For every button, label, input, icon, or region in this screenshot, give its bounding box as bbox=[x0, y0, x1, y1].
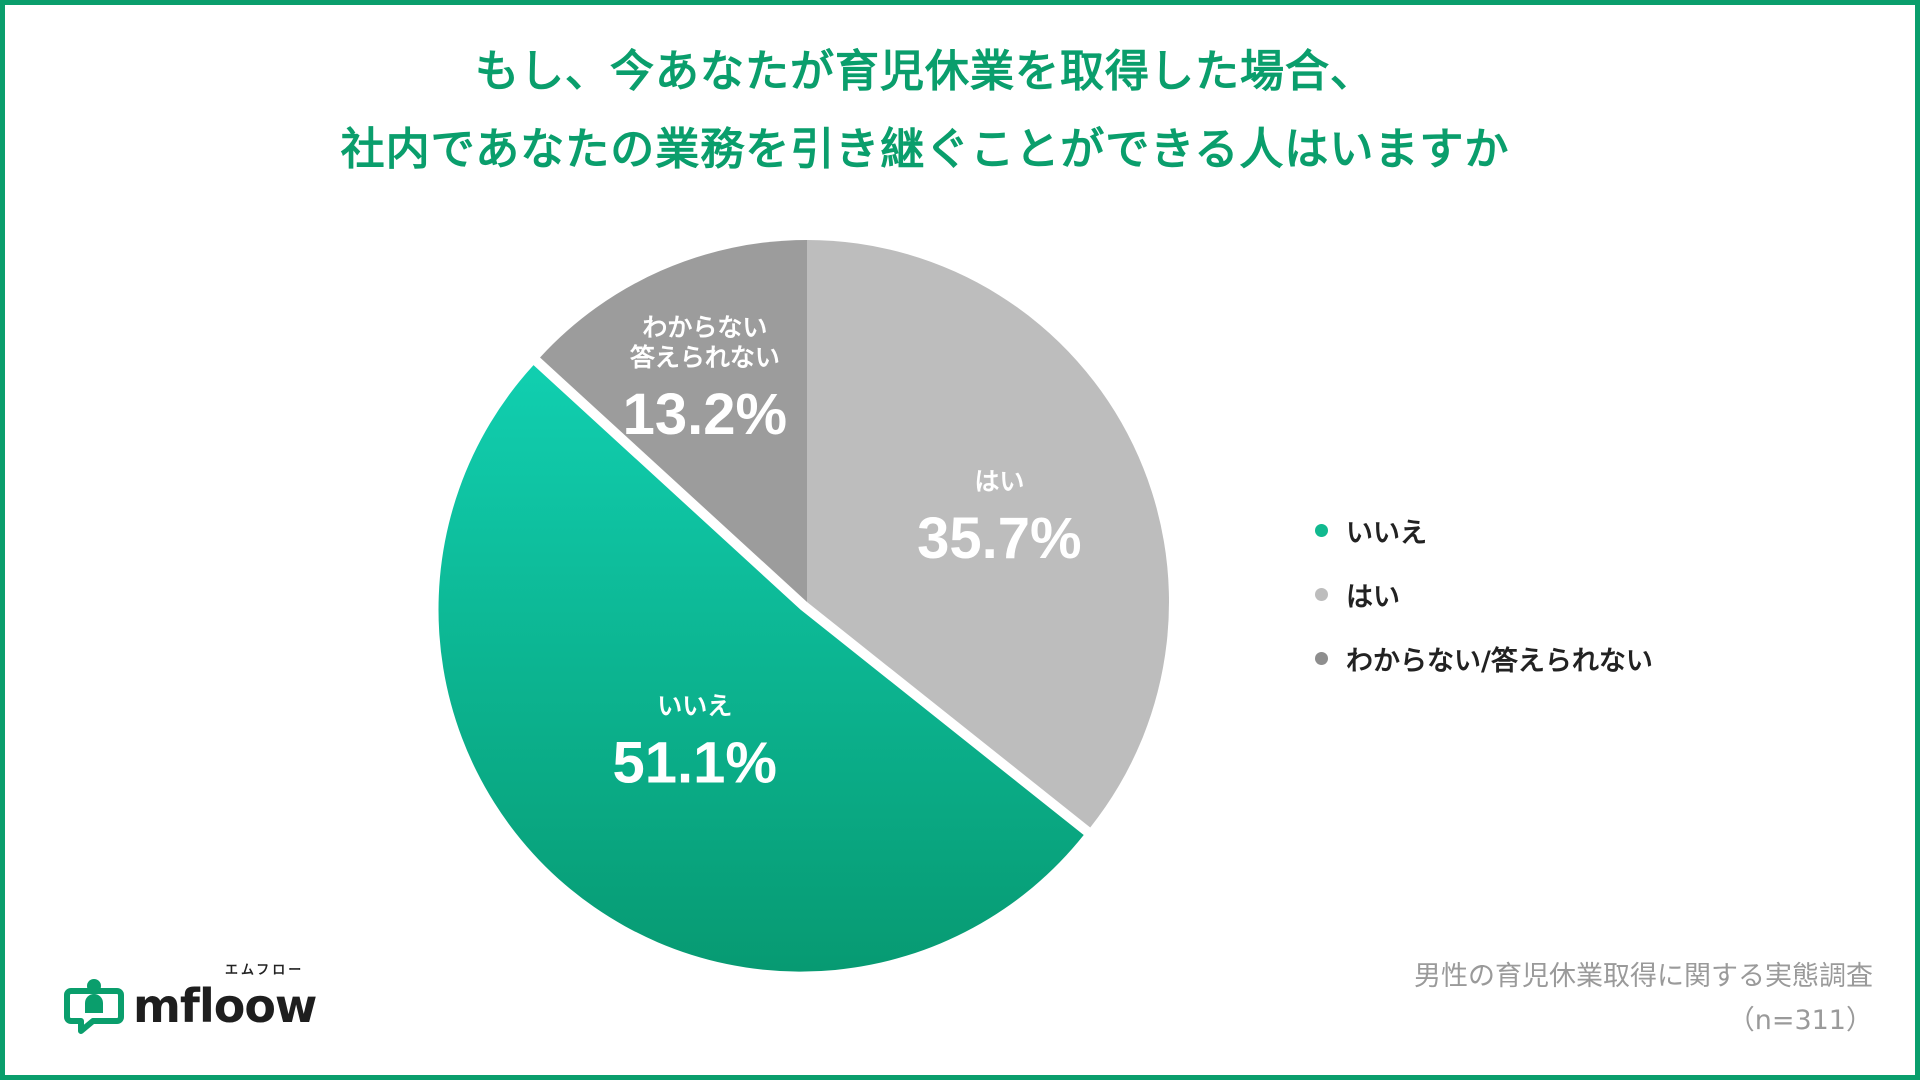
slice-label-hai: はい bbox=[974, 467, 1024, 496]
slice-value-iie: 51.1% bbox=[612, 730, 776, 795]
legend-item-hai: はい bbox=[1315, 579, 1653, 613]
pie-slice-iie bbox=[438, 365, 1084, 972]
legend-label-wakaranai: わからない/答えられない bbox=[1346, 645, 1653, 677]
legend-item-wakaranai: わからない/答えられない bbox=[1315, 643, 1653, 677]
legend: いいえ はい わからない/答えられない bbox=[1315, 515, 1653, 707]
speech-bubble-person-icon bbox=[64, 979, 124, 1034]
logo-wordmark: エムフロー mfloow bbox=[133, 963, 317, 1033]
source-title: 男性の育児休業取得に関する実態調査 bbox=[1414, 961, 1873, 992]
slice-label-wakaranai-1: わからない bbox=[642, 313, 767, 342]
slice-value-hai: 35.7% bbox=[917, 506, 1081, 571]
legend-dot-iie bbox=[1315, 523, 1328, 537]
pie-slice-wakaranai bbox=[540, 240, 807, 602]
slice-value-wakaranai: 13.2% bbox=[623, 382, 787, 447]
legend-item-iie: いいえ bbox=[1315, 515, 1653, 549]
pie-slice-hai bbox=[807, 240, 1169, 828]
legend-label-hai: はい bbox=[1346, 581, 1400, 613]
chart-title-line-1: もし、今あなたが育児休業を取得した場合、 bbox=[475, 46, 1375, 97]
pie-slices bbox=[438, 240, 1169, 972]
legend-label-iie: いいえ bbox=[1346, 517, 1427, 549]
logo-ruby: エムフロー bbox=[225, 963, 305, 978]
legend-dot-hai bbox=[1315, 587, 1328, 601]
brand-logo: エムフロー mfloow bbox=[63, 963, 317, 1035]
slice-label-wakaranai-2: 答えられない bbox=[630, 343, 780, 372]
legend-dot-wakaranai bbox=[1315, 651, 1328, 665]
source-sample-size: （n=311） bbox=[1727, 1005, 1873, 1036]
source-note: 男性の育児休業取得に関する実態調査 （n=311） bbox=[1414, 955, 1873, 1043]
chart-title-line-2: 社内であなたの業務を引き継ぐことができる人はいますか bbox=[340, 124, 1510, 175]
chart-title: もし、今あなたが育児休業を取得した場合、 社内であなたの業務を引き継ぐことができ… bbox=[5, 33, 1845, 189]
slice-label-iie: いいえ bbox=[657, 691, 732, 720]
logo-text: mfloow bbox=[133, 979, 317, 1033]
